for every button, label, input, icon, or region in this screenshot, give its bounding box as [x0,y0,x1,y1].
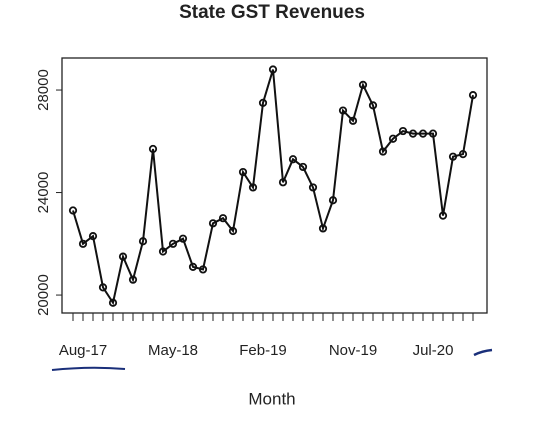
data-point [418,129,428,138]
data-point [148,144,158,154]
data-point [298,162,308,172]
data-point [348,116,358,125]
data-point [188,262,198,271]
data-point [328,196,338,205]
data-point [158,247,168,256]
x-axis-label: Month [248,389,295,408]
data-point [448,152,458,161]
data-point [268,65,278,74]
data-point [258,98,268,107]
data-point [288,155,298,164]
data-point [68,206,78,215]
data-point [78,239,88,248]
data-point [218,214,228,223]
data-point [468,91,478,100]
data-point [228,226,238,236]
series-line [72,69,474,306]
data-point [178,234,188,243]
data-point [208,219,218,228]
data-point [368,101,378,110]
data-point [98,283,108,292]
data-point [428,129,438,138]
data-point [88,232,98,241]
data-point [338,106,348,115]
data-point [118,252,128,261]
y-tick-label: 24000 [35,172,52,214]
data-point [248,183,258,192]
data-point [198,265,208,274]
y-tick-label: 28000 [35,69,52,111]
data-point [318,224,328,233]
data-point [388,134,398,143]
data-point [438,211,448,220]
data-point [108,298,118,307]
x-tick-label: May-18 [148,342,198,359]
x-tick-label: Aug-17 [59,342,107,359]
x-tick-label: Feb-19 [239,342,287,359]
pen-annotation [51,366,126,371]
chart-title: State GST Revenues [179,2,365,23]
data-point [308,183,318,192]
plot-frame [61,57,488,314]
x-tick-label: Jul-20 [413,342,454,359]
data-point [398,126,408,136]
data-point [408,129,418,138]
data-point [458,150,468,159]
data-point [278,178,288,187]
data-point [128,275,138,284]
data-point [238,167,248,177]
data-point [378,147,388,156]
y-tick-label: 20000 [35,274,52,316]
x-tick-label: Nov-19 [329,342,377,359]
pen-annotation [473,348,493,357]
data-point [358,80,368,90]
data-point [138,237,148,246]
data-point [168,239,178,248]
